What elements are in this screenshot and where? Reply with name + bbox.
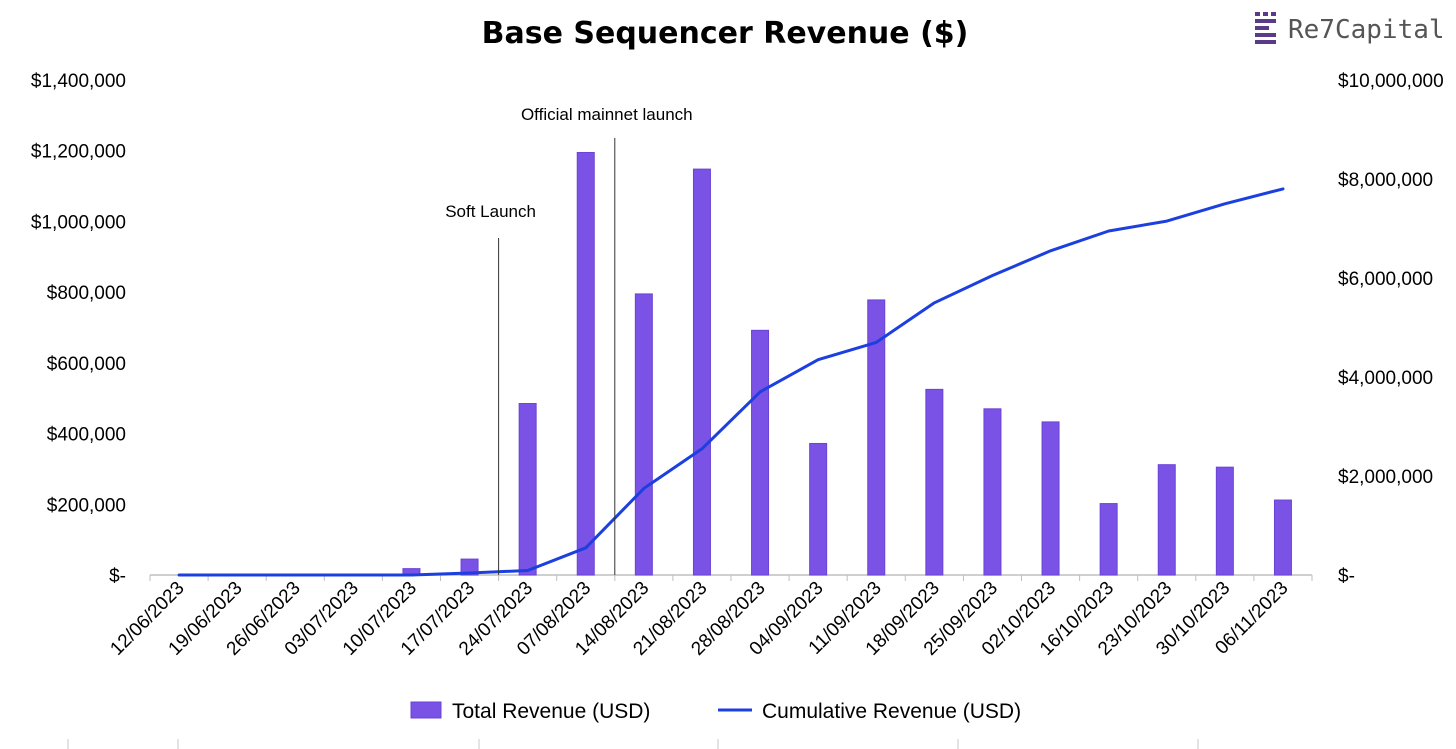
right-axis-ticks: $- $2,000,000 $4,000,000 $6,000,000 $8,000,0… xyxy=(1338,71,1444,587)
revenue-bar xyxy=(1273,499,1292,576)
legend-label-total: Total Revenue (USD) xyxy=(452,700,650,723)
left-axis-ticks: $- $200,000 $400,000 $600,000 $800,000 $1,000… xyxy=(31,71,126,587)
cumulative-revenue-line xyxy=(177,187,1285,577)
chart-title: Base Sequencer Revenue ($) xyxy=(482,16,969,51)
revenue-bar xyxy=(634,293,653,576)
left-axis-tick-label: $200,000 xyxy=(47,495,126,516)
right-axis-tick-label: $2,000,000 xyxy=(1338,467,1433,488)
bars xyxy=(402,151,1292,576)
revenue-bar xyxy=(460,558,479,576)
revenue-bar xyxy=(576,151,595,576)
x-axis-ticks: 12/06/202319/06/202326/06/202303/07/2023… xyxy=(106,578,1292,660)
right-axis-tick-label: $- xyxy=(1338,566,1355,587)
revenue-bar xyxy=(925,388,944,576)
logo-mark-icon xyxy=(1255,12,1276,44)
revenue-bar xyxy=(867,299,886,576)
logo: Re7Capital xyxy=(1255,12,1445,45)
left-axis-tick-label: $- xyxy=(109,566,126,587)
left-axis-tick-label: $1,400,000 xyxy=(31,71,126,92)
annotation-label: Soft Launch xyxy=(445,202,536,221)
left-axis-tick-label: $600,000 xyxy=(47,354,126,375)
annotation-label: Official mainnet launch xyxy=(521,105,693,124)
revenue-bar xyxy=(1157,464,1176,576)
left-axis-tick-label: $400,000 xyxy=(47,425,126,446)
revenue-bar xyxy=(751,329,770,576)
left-axis-tick-label: $1,000,000 xyxy=(31,212,126,233)
bottom-border-marks xyxy=(67,739,1199,749)
revenue-bar xyxy=(1041,421,1060,576)
left-axis-tick-label: $1,200,000 xyxy=(31,142,126,163)
logo-text: Re7Capital xyxy=(1288,15,1445,45)
revenue-bar xyxy=(692,168,711,576)
revenue-bar xyxy=(809,442,828,576)
cumulative-line xyxy=(177,187,1285,577)
right-axis-tick-label: $8,000,000 xyxy=(1338,170,1433,191)
right-axis-tick-label: $10,000,000 xyxy=(1338,71,1444,92)
revenue-bar xyxy=(983,408,1002,576)
revenue-bar xyxy=(1099,503,1118,576)
legend-label-cumulative: Cumulative Revenue (USD) xyxy=(762,700,1021,723)
right-axis-tick-label: $6,000,000 xyxy=(1338,269,1433,290)
legend: Total Revenue (USD) Cumulative Revenue (U… xyxy=(410,700,1021,723)
revenue-bar xyxy=(518,403,537,576)
revenue-bar xyxy=(1215,466,1234,576)
left-axis-tick-label: $800,000 xyxy=(47,283,126,304)
right-axis-tick-label: $4,000,000 xyxy=(1338,368,1433,389)
legend-bar-swatch xyxy=(410,701,442,719)
annotations: Soft Launch Official mainnet launch xyxy=(445,105,693,575)
